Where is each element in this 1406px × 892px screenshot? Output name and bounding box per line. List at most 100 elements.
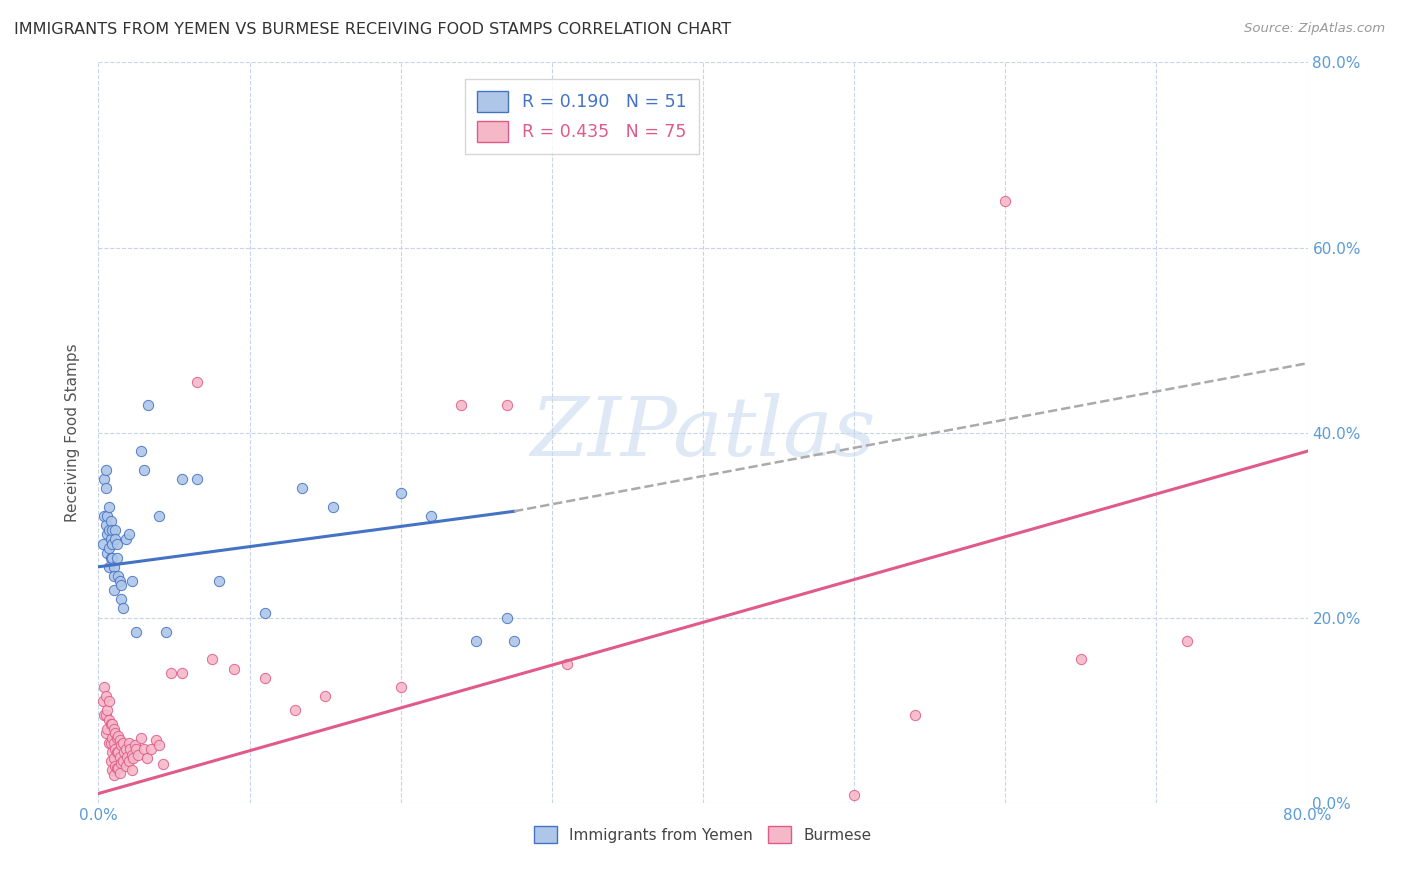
Point <box>420 508 443 523</box>
Point <box>94 518 117 533</box>
Point <box>101 745 124 759</box>
Point <box>98 500 121 514</box>
Point <box>100 736 122 750</box>
Point <box>91 694 114 708</box>
Point <box>105 745 128 759</box>
Point <box>100 717 122 731</box>
Point <box>186 472 208 486</box>
Point <box>495 610 517 624</box>
Point <box>465 633 488 648</box>
Point <box>103 569 125 583</box>
Point <box>186 375 208 389</box>
Point <box>170 666 193 681</box>
Point <box>135 751 157 765</box>
Point <box>101 523 124 537</box>
Point <box>904 707 927 722</box>
Point <box>91 536 114 550</box>
Point <box>110 756 132 770</box>
Point <box>124 739 146 753</box>
Point <box>253 606 276 620</box>
Point <box>98 541 121 556</box>
Point <box>101 536 124 550</box>
Point <box>104 742 127 756</box>
Point <box>105 761 128 775</box>
Point <box>170 472 193 486</box>
Point <box>495 398 517 412</box>
Point <box>105 550 128 565</box>
Legend: Immigrants from Yemen, Burmese: Immigrants from Yemen, Burmese <box>527 819 879 851</box>
Point <box>114 742 136 756</box>
Point <box>103 751 125 765</box>
Point <box>96 508 118 523</box>
Point <box>104 523 127 537</box>
Point <box>125 624 148 639</box>
Point <box>503 633 526 648</box>
Point <box>105 536 128 550</box>
Point <box>98 736 121 750</box>
Point <box>389 485 412 500</box>
Point <box>94 726 117 740</box>
Text: IMMIGRANTS FROM YEMEN VS BURMESE RECEIVING FOOD STAMPS CORRELATION CHART: IMMIGRANTS FROM YEMEN VS BURMESE RECEIVI… <box>14 22 731 37</box>
Point <box>118 736 141 750</box>
Point <box>111 754 134 768</box>
Point <box>107 745 129 759</box>
Point <box>450 398 472 412</box>
Point <box>94 481 117 495</box>
Point <box>107 729 129 743</box>
Y-axis label: Receiving Food Stamps: Receiving Food Stamps <box>65 343 80 522</box>
Point <box>136 398 159 412</box>
Point <box>110 739 132 753</box>
Point <box>114 532 136 546</box>
Point <box>93 680 115 694</box>
Point <box>132 462 155 476</box>
Text: Source: ZipAtlas.com: Source: ZipAtlas.com <box>1244 22 1385 36</box>
Point <box>94 707 117 722</box>
Point <box>110 592 132 607</box>
Point <box>389 680 412 694</box>
Point <box>107 569 129 583</box>
Point <box>1070 652 1092 666</box>
Point <box>108 574 131 588</box>
Point <box>103 559 125 574</box>
Point <box>114 758 136 772</box>
Point <box>94 690 117 704</box>
Point <box>93 472 115 486</box>
Point <box>103 736 125 750</box>
Point <box>127 747 149 762</box>
Point <box>121 574 143 588</box>
Point <box>98 559 121 574</box>
Point <box>314 690 336 704</box>
Point <box>122 751 145 765</box>
Point <box>104 758 127 772</box>
Point <box>253 671 276 685</box>
Point <box>145 732 167 747</box>
Point <box>93 707 115 722</box>
Point <box>132 742 155 756</box>
Point <box>111 601 134 615</box>
Point <box>111 736 134 750</box>
Point <box>108 766 131 780</box>
Point <box>108 749 131 764</box>
Point <box>104 726 127 740</box>
Point <box>125 742 148 756</box>
Point <box>129 731 152 745</box>
Point <box>118 754 141 768</box>
Point <box>101 764 124 778</box>
Point <box>284 703 307 717</box>
Point <box>104 532 127 546</box>
Point <box>98 713 121 727</box>
Point <box>94 462 117 476</box>
Point <box>96 546 118 560</box>
Point <box>115 749 138 764</box>
Point <box>208 574 231 588</box>
Point <box>93 508 115 523</box>
Point <box>121 764 143 778</box>
Point <box>224 662 246 676</box>
Point <box>103 768 125 782</box>
Point <box>100 754 122 768</box>
Point <box>141 742 163 756</box>
Point <box>201 652 224 666</box>
Point <box>148 508 170 523</box>
Point <box>291 481 314 495</box>
Point <box>100 550 122 565</box>
